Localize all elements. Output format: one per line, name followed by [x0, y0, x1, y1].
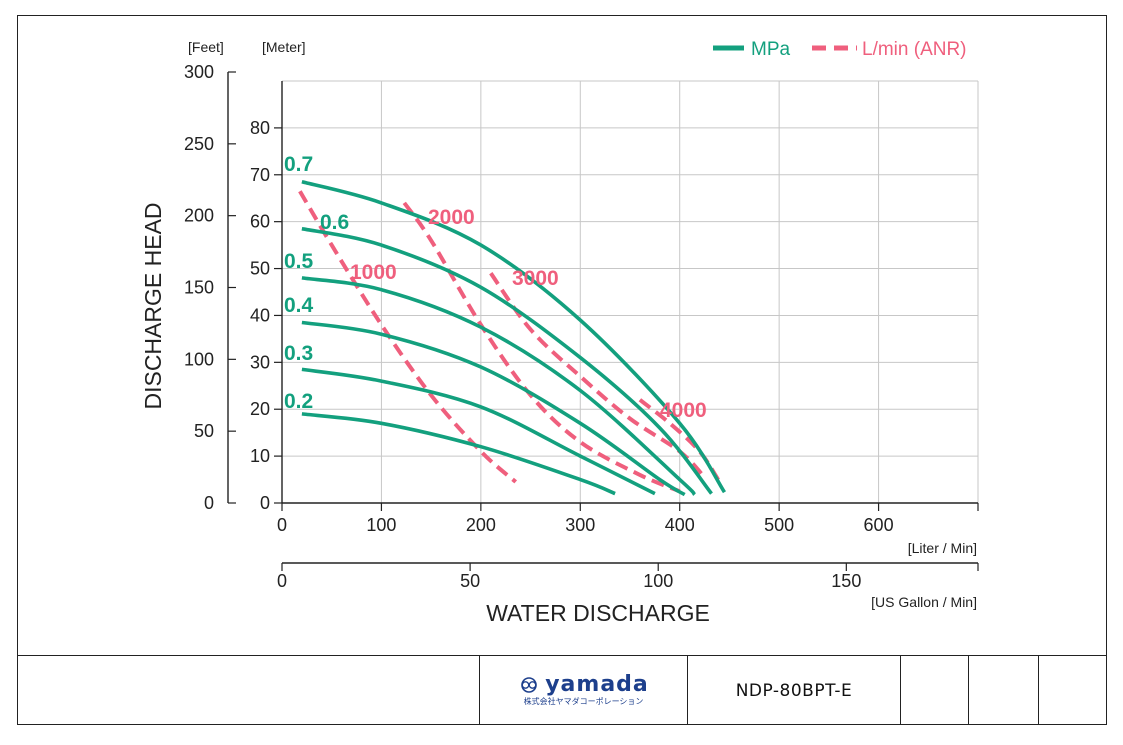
axes: [227, 71, 979, 571]
liter-tick-label: 300: [565, 515, 595, 535]
liter-unit-label: [Liter / Min]: [908, 540, 977, 556]
air-line-label: 2000: [428, 206, 475, 229]
pressure-line-0.2: [301, 412, 616, 496]
legend-label-pressure: MPa: [751, 39, 791, 60]
feet-tick-label: 150: [184, 278, 214, 298]
feet-tick-label: 300: [184, 62, 214, 82]
legend-label-air: L/min (ANR): [862, 39, 967, 60]
pressure-line-label: 0.4: [284, 294, 314, 317]
air-line-1000: [298, 190, 518, 484]
pressure-line-0.7: [301, 180, 727, 494]
feet-tick-label: 100: [184, 349, 214, 369]
title-block-cell-blank: [17, 656, 480, 725]
pressure-line-label: 0.7: [284, 153, 313, 176]
feet-tick-label: 0: [204, 493, 214, 513]
feet-tick-label: 50: [194, 421, 214, 441]
title-block-cell-b: [969, 656, 1039, 725]
liter-tick-label: 500: [764, 515, 794, 535]
gallon-tick-label: 0: [277, 571, 287, 591]
gallon-tick-label: 100: [643, 571, 673, 591]
chart-frame: [17, 15, 1107, 725]
company-logo: yamada 株式会社ヤマダコーポレーション: [480, 656, 688, 725]
gallon-unit-label: [US Gallon / Min]: [871, 594, 977, 610]
title-block: yamada 株式会社ヤマダコーポレーション NDP-80BPT-E: [17, 655, 1107, 725]
liter-tick-label: 0: [277, 515, 287, 535]
gallon-tick-label: 150: [831, 571, 861, 591]
pressure-line-label: 0.3: [284, 342, 313, 365]
meter-tick-label: 0: [260, 493, 270, 513]
air-line-3000: [489, 272, 707, 479]
pressure-line-label: 0.2: [284, 390, 313, 413]
meter-tick-label: 80: [250, 118, 270, 138]
feet-unit-label: [Feet]: [188, 39, 224, 55]
logo-wordmark: yamada: [545, 671, 649, 697]
meter-tick-label: 60: [250, 212, 270, 232]
liter-tick-label: 600: [864, 515, 894, 535]
pressure-line-label: 0.5: [284, 250, 314, 273]
title-block-cell-c: [1039, 656, 1107, 725]
liter-tick-label: 200: [466, 515, 496, 535]
feet-tick-label: 200: [184, 206, 214, 226]
y-axis-title: DISCHARGE HEAD: [140, 202, 166, 409]
meter-tick-label: 10: [250, 446, 270, 466]
liter-tick-label: 400: [665, 515, 695, 535]
meter-unit-label: [Meter]: [262, 39, 306, 55]
yamada-mark-icon: [521, 676, 538, 693]
liter-tick-label: 100: [366, 515, 396, 535]
pressure-line-0.5: [301, 276, 696, 496]
air-line-label: 1000: [350, 261, 397, 284]
meter-tick-label: 40: [250, 305, 270, 325]
gallon-tick-label: 50: [460, 571, 480, 591]
legend: MPa L/min (ANR): [713, 39, 967, 60]
air-line-2000: [402, 201, 681, 494]
meter-tick-label: 30: [250, 352, 270, 372]
pressure-line-0.6: [301, 226, 713, 495]
model-number: NDP-80BPT-E: [688, 656, 901, 725]
title-block-cell-a: [901, 656, 969, 725]
pressure-line-0.3: [301, 367, 656, 496]
series: [298, 180, 727, 497]
pressure-line-label: 0.6: [320, 211, 349, 234]
meter-tick-label: 20: [250, 399, 270, 419]
meter-tick-label: 70: [250, 165, 270, 185]
air-line-label: 3000: [512, 267, 559, 290]
x-axis-title: WATER DISCHARGE: [486, 600, 710, 626]
air-line-label: 4000: [660, 399, 707, 422]
meter-tick-label: 50: [250, 259, 270, 279]
feet-tick-label: 250: [184, 134, 214, 154]
logo-company-name: 株式会社ヤマダコーポレーション: [523, 696, 644, 706]
pressure-line-0.4: [301, 320, 686, 497]
